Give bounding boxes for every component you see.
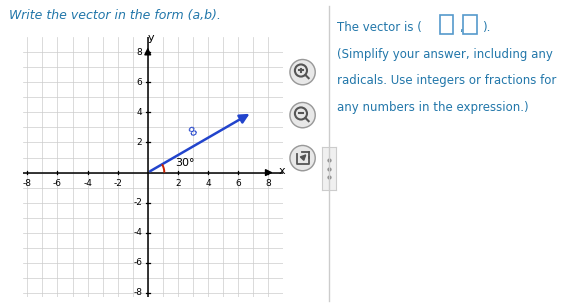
- Text: x: x: [279, 166, 285, 176]
- Text: radicals. Use integers or fractions for: radicals. Use integers or fractions for: [337, 74, 557, 87]
- Text: y: y: [148, 33, 154, 43]
- Text: 6: 6: [235, 179, 241, 188]
- Text: any numbers in the expression.): any numbers in the expression.): [337, 101, 529, 114]
- Text: -8: -8: [133, 289, 142, 297]
- Text: -8: -8: [23, 179, 32, 188]
- Text: The vector is (: The vector is (: [337, 21, 422, 34]
- Text: -4: -4: [134, 228, 142, 237]
- Text: -4: -4: [83, 179, 92, 188]
- Text: 2: 2: [175, 179, 181, 188]
- Text: -6: -6: [133, 258, 142, 267]
- Text: (Simplify your answer, including any: (Simplify your answer, including any: [337, 48, 553, 61]
- Text: 4: 4: [205, 179, 210, 188]
- Text: ).: ).: [482, 21, 491, 34]
- Text: Write the vector in the form (a,b).: Write the vector in the form (a,b).: [9, 9, 220, 22]
- Text: -2: -2: [113, 179, 122, 188]
- Text: 6: 6: [137, 78, 142, 87]
- Circle shape: [290, 146, 315, 171]
- Text: 2: 2: [137, 138, 142, 147]
- Text: 8: 8: [186, 124, 200, 139]
- Text: 30°: 30°: [175, 158, 194, 168]
- Text: 4: 4: [137, 108, 142, 117]
- Text: 8: 8: [265, 179, 271, 188]
- Text: ,: ,: [459, 21, 463, 34]
- Circle shape: [290, 103, 315, 128]
- Text: -2: -2: [134, 198, 142, 207]
- Text: 8: 8: [137, 48, 142, 57]
- Circle shape: [290, 60, 315, 85]
- Text: -6: -6: [53, 179, 62, 188]
